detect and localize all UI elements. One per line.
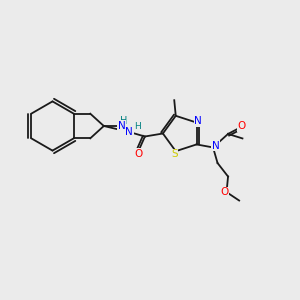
Text: H: H <box>120 116 127 126</box>
Text: O: O <box>135 148 143 159</box>
Text: N: N <box>212 141 219 151</box>
Text: H: H <box>134 122 141 131</box>
Text: N: N <box>118 121 126 131</box>
Text: S: S <box>171 149 178 159</box>
Text: N: N <box>194 116 202 126</box>
Text: O: O <box>238 122 246 131</box>
Text: O: O <box>220 187 228 197</box>
Text: N: N <box>125 127 133 137</box>
